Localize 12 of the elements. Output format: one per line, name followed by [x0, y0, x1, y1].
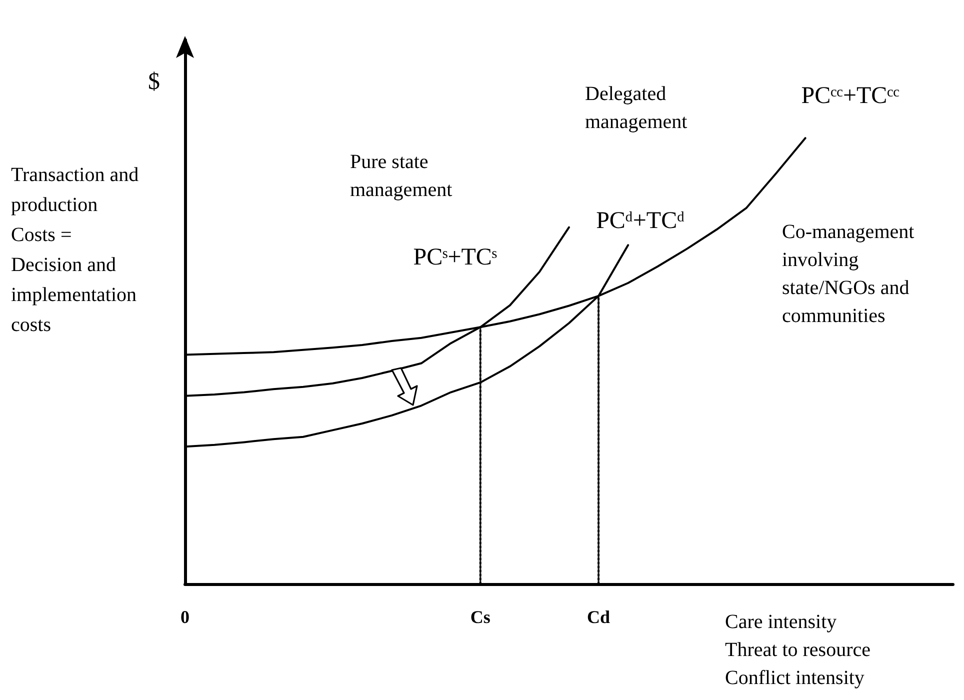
x-tick-label: Cd: [587, 607, 610, 627]
x-axis-title: Care intensity Threat to resource Conflict intensity: [725, 611, 871, 689]
annotation: Pure state management: [350, 151, 453, 201]
x-tick-label: Cs: [470, 607, 490, 627]
text: Transaction and production Costs = Decision and implementation costs: [11, 164, 139, 336]
y-axis-title: $: [148, 69, 160, 95]
x-tick-label: 0: [180, 607, 190, 627]
annotation: Co-management involving state/NGOs and communities: [782, 221, 915, 327]
text: Delegated management: [585, 83, 688, 133]
series-label: PCᶜᶜ+TCᶜᶜ: [801, 83, 900, 110]
series-label: PCᵈ+TCᵈ: [596, 208, 685, 234]
series-label: PCˢ+TCˢ: [413, 244, 497, 270]
